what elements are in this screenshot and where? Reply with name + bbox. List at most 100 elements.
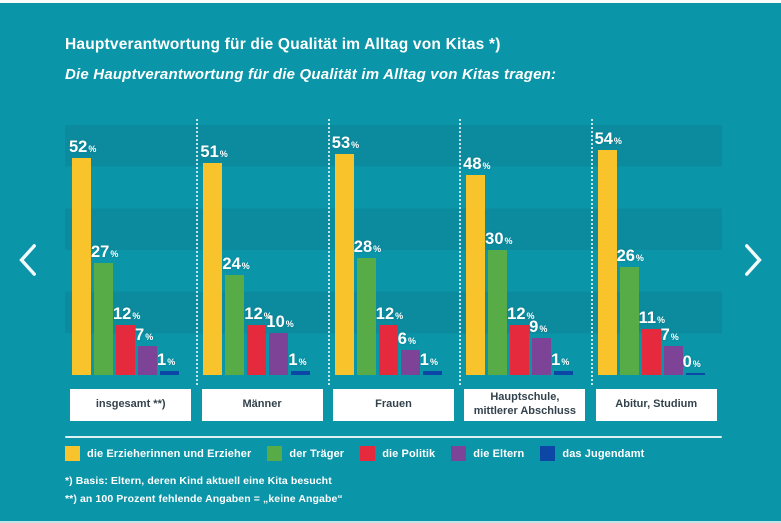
bar-wrap: 6% bbox=[398, 331, 420, 375]
bar-group: 48% 30% 12% 9% 1% bbox=[459, 119, 590, 385]
chevron-left-icon bbox=[19, 244, 36, 276]
bar-die-eltern bbox=[532, 337, 552, 375]
bar-wrap: 26% bbox=[617, 247, 644, 375]
bar-value-number: 26 bbox=[616, 246, 635, 265]
bar-value-label: 26% bbox=[616, 246, 644, 265]
bar-das-jugendamt bbox=[160, 370, 179, 375]
page-subtitle: Die Hauptverantwortung für die Qualität … bbox=[65, 66, 557, 83]
bar-value-number: 1 bbox=[288, 350, 298, 369]
bar-value-number: 7 bbox=[660, 325, 670, 344]
legend-item: die Politik bbox=[360, 446, 435, 461]
bar-value-unit: % bbox=[692, 359, 701, 369]
bar-die-eltern bbox=[663, 345, 683, 375]
bar-value-unit: % bbox=[263, 311, 272, 321]
legend-swatch-der-träger bbox=[267, 446, 283, 461]
bar-value-unit: % bbox=[504, 236, 513, 246]
bar-value-number: 51 bbox=[200, 142, 219, 161]
bar-value-unit: % bbox=[657, 315, 666, 326]
bar-wrap: 51% bbox=[200, 143, 228, 375]
prev-slide-button[interactable] bbox=[10, 238, 50, 282]
bar-wrap: 28% bbox=[354, 239, 381, 375]
bar-wrap: 53% bbox=[332, 135, 359, 375]
bar-value-number: 48 bbox=[463, 155, 482, 173]
chart-legend: die Erzieherinnen und Erzieher der Träger… bbox=[65, 446, 745, 461]
legend-label: der Träger bbox=[289, 447, 345, 460]
bar-value-label: 51% bbox=[200, 142, 227, 161]
bar-value-label: 1% bbox=[551, 352, 569, 369]
category-label-box: Abitur, Studium bbox=[595, 389, 717, 421]
bar-value-label: 48% bbox=[463, 156, 490, 173]
bar-wrap: 54% bbox=[595, 131, 622, 375]
legend-label: die Eltern bbox=[473, 447, 525, 460]
bar-die-politik bbox=[247, 325, 267, 375]
bar-value-label: 53% bbox=[332, 135, 359, 152]
bar-der-träger bbox=[619, 266, 639, 375]
bar-value-number: 12 bbox=[507, 305, 526, 323]
category-label-row: insgesamt **) Männer Frauen Hauptschule, mi… bbox=[65, 389, 722, 421]
bar-wrap: 10% bbox=[266, 314, 294, 375]
bar-die-eltern bbox=[138, 345, 157, 375]
category-label-box: insgesamt **) bbox=[70, 389, 192, 421]
bar-wrap: 7% bbox=[135, 327, 157, 375]
bar-wrap: 30% bbox=[485, 231, 513, 375]
bar-value-label: 12% bbox=[376, 306, 403, 323]
bar-value-label: 6% bbox=[398, 331, 416, 348]
bar-value-unit: % bbox=[145, 331, 154, 342]
legend-swatch-das-jugendamt bbox=[540, 446, 556, 461]
bar-value-label: 0% bbox=[683, 354, 701, 371]
bar-die-erzieherinnen-und-erzieher bbox=[466, 175, 486, 375]
bar-value-label: 1% bbox=[157, 352, 175, 369]
bar-wrap: 1% bbox=[420, 352, 442, 375]
footnote-basis: *) Basis: Eltern, deren Kind aktuell ein… bbox=[65, 475, 332, 487]
bar-die-politik bbox=[510, 325, 530, 375]
bar-value-unit: % bbox=[395, 311, 404, 321]
bar-der-träger bbox=[94, 262, 113, 375]
bar-value-unit: % bbox=[298, 356, 307, 367]
bar-wrap: 12% bbox=[376, 306, 403, 375]
bar-value-number: 1 bbox=[419, 350, 429, 369]
bar-die-erzieherinnen-und-erzieher bbox=[334, 154, 354, 375]
bar-value-label: 30% bbox=[485, 231, 512, 248]
category-cell: Frauen bbox=[328, 389, 459, 421]
bar-wrap: 12% bbox=[244, 306, 272, 375]
bar-value-unit: % bbox=[539, 323, 548, 334]
category-cell: Abitur, Studium bbox=[591, 389, 722, 421]
bar-value-label: 9% bbox=[529, 318, 548, 336]
category-cell: Hauptschule, mittlerer Abschluss bbox=[459, 389, 590, 421]
bar-value-number: 27 bbox=[91, 242, 110, 261]
bar-value-unit: % bbox=[110, 248, 119, 259]
legend-swatch-die-erzieherinnen-und-erzieher bbox=[65, 446, 80, 461]
bar-wrap: 24% bbox=[222, 256, 250, 375]
bar-value-number: 53 bbox=[331, 134, 351, 153]
bar-value-number: 1 bbox=[157, 350, 167, 369]
bar-wrap: 1% bbox=[157, 352, 179, 375]
bar-wrap: 7% bbox=[661, 327, 683, 375]
bar-value-label: 1% bbox=[420, 352, 438, 369]
bar-value-number: 1 bbox=[551, 350, 561, 369]
bar-wrap: 1% bbox=[288, 352, 311, 375]
category-label-box: Frauen bbox=[332, 389, 454, 421]
bar-die-erzieherinnen-und-erzieher bbox=[72, 158, 91, 375]
bar-die-politik bbox=[116, 325, 135, 375]
group-separator-line bbox=[459, 119, 462, 385]
bar-value-unit: % bbox=[351, 140, 360, 151]
bar-wrap: 11% bbox=[639, 310, 665, 375]
bar-value-unit: % bbox=[132, 311, 141, 321]
footnote-missing: **) an 100 Prozent fehlende Angaben = „k… bbox=[65, 492, 343, 505]
group-separator-line bbox=[327, 119, 330, 385]
bar-value-unit: % bbox=[429, 356, 438, 367]
bar-wrap: 48% bbox=[463, 156, 491, 375]
bar-value-unit: % bbox=[167, 356, 176, 367]
bar-value-number: 54 bbox=[594, 130, 613, 148]
bar-wrap: 12% bbox=[507, 306, 535, 375]
bar-value-number: 52 bbox=[69, 138, 88, 157]
next-slide-button[interactable] bbox=[731, 238, 771, 282]
bar-das-jugendamt bbox=[291, 370, 311, 375]
bar-value-label: 28% bbox=[354, 239, 381, 256]
bar-value-unit: % bbox=[526, 311, 535, 321]
bar-value-unit: % bbox=[407, 336, 416, 346]
bar-value-unit: % bbox=[373, 244, 382, 255]
footnotes: *) Basis: Eltern, deren Kind aktuell ein… bbox=[65, 473, 343, 509]
bar-value-unit: % bbox=[670, 331, 679, 342]
